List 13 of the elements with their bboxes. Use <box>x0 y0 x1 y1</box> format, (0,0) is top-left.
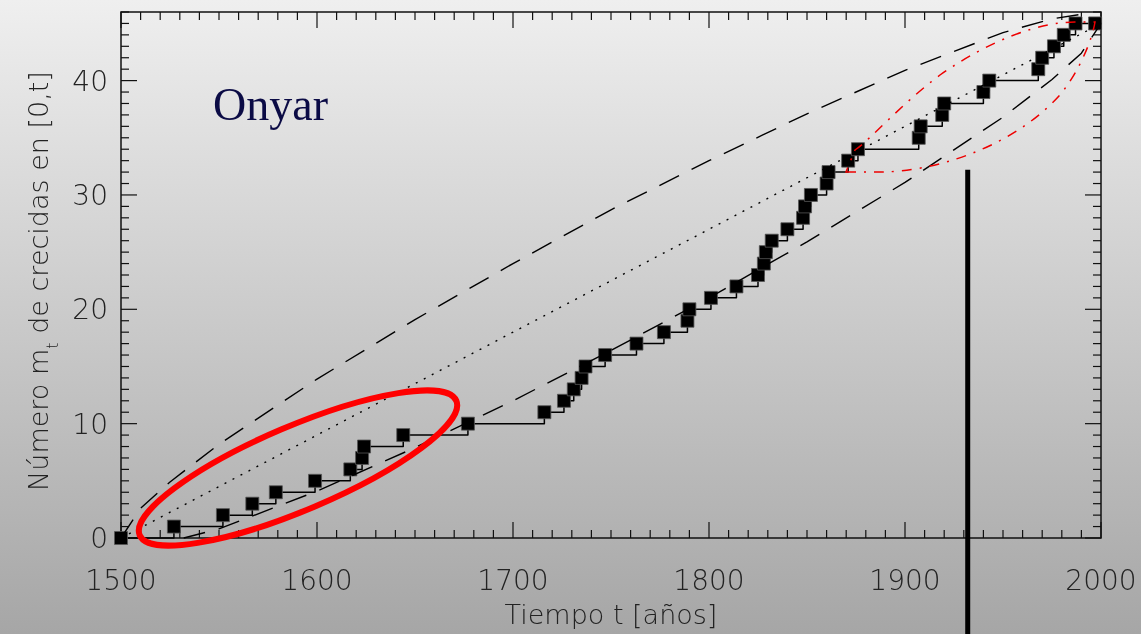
x-tick-label: 2000 <box>1065 564 1137 597</box>
x-tick-label: 1500 <box>85 564 157 597</box>
y-tick-label: 40 <box>72 64 108 98</box>
text: Onyar <box>213 79 328 130</box>
y-tick-label: 30 <box>72 179 108 213</box>
x-tick-label: 1900 <box>869 564 941 597</box>
y-tick-label: 10 <box>72 407 108 441</box>
x-tick-label: 1800 <box>673 564 745 597</box>
x-tick-label: 1600 <box>281 564 353 597</box>
x-tick-label: 1700 <box>477 564 549 597</box>
y-tick-label: 20 <box>72 293 108 327</box>
y-tick-label: 0 <box>90 522 108 556</box>
x-axis-title: Tiempo t [años] <box>504 599 718 630</box>
